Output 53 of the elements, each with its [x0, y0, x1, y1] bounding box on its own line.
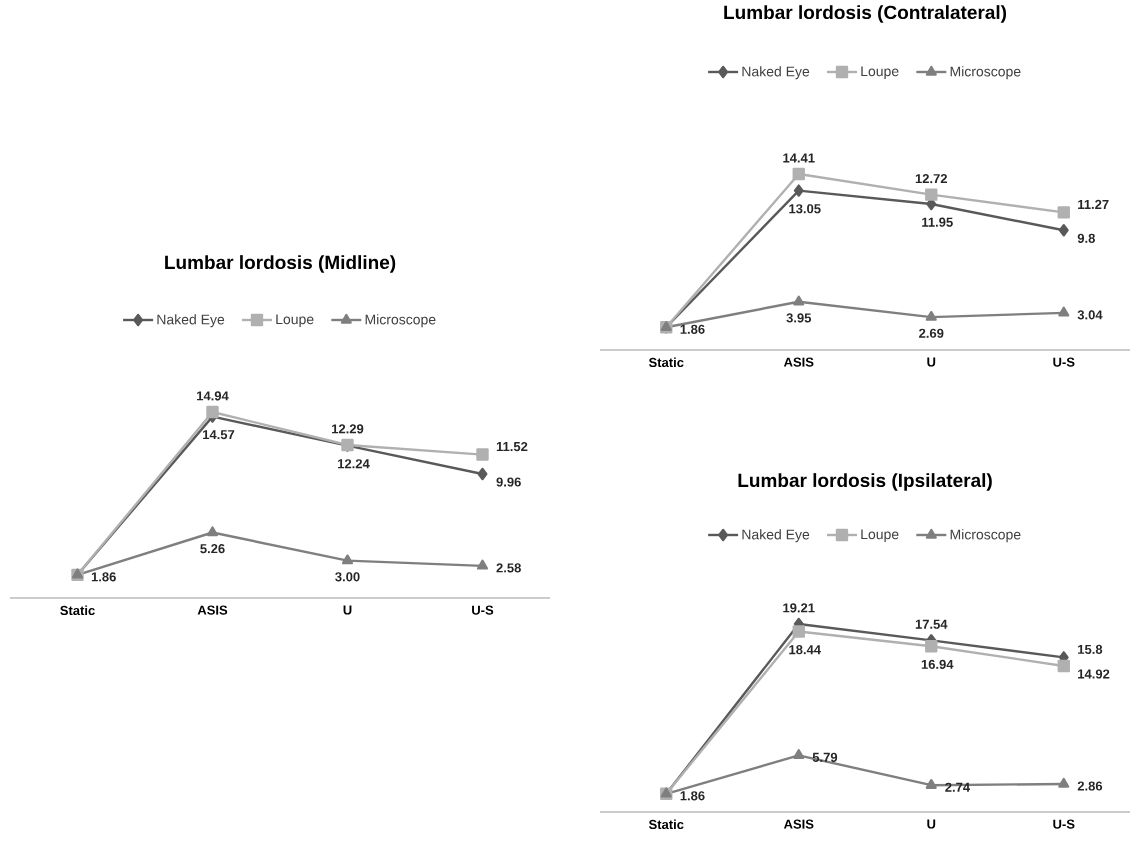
data-label: 11.27 — [1078, 199, 1109, 209]
data-label: 13.05 — [789, 204, 821, 214]
x-tick-label: U — [927, 819, 936, 829]
chart-title: Lumbar lordosis (Ipsilateral) — [738, 473, 992, 491]
data-label: 11.95 — [922, 217, 953, 227]
data-label: 9.96 — [496, 477, 521, 487]
x-tick-label: ASIS — [197, 605, 228, 615]
legend-label: Microscope — [950, 66, 1021, 80]
chart-title: Lumbar lordosis (Midline) — [165, 255, 396, 273]
x-tick-label: ASIS — [783, 357, 814, 367]
legend-label: Loupe — [861, 529, 899, 542]
data-label: 16.94 — [921, 659, 954, 669]
x-tick-label: Static — [648, 357, 684, 368]
x-tick-label: U-S — [1053, 819, 1075, 829]
data-label: 1.86 — [91, 572, 116, 582]
data-label: 18.44 — [789, 645, 821, 655]
x-tick-label: U — [927, 357, 936, 367]
data-label: 12.29 — [332, 424, 364, 434]
chart-title: Lumbar lordosis (Contralateral) — [724, 5, 1007, 23]
legend-label: Naked Eye — [742, 529, 810, 543]
data-label: 14.92 — [1078, 669, 1110, 679]
data-label: 15.8 — [1078, 644, 1103, 654]
data-label: 14.41 — [783, 153, 815, 163]
x-tick-label: U — [343, 605, 352, 615]
legend-label: Microscope — [950, 529, 1021, 543]
data-label: 9.8 — [1077, 233, 1095, 243]
data-label: 12.72 — [915, 174, 948, 184]
legend-label: Loupe — [861, 66, 899, 79]
legend-label: Naked Eye — [157, 314, 225, 328]
legend-label: Microscope — [365, 314, 436, 328]
data-label: 2.69 — [919, 328, 944, 338]
legend-label: Loupe — [276, 314, 314, 327]
data-label: 1.86 — [680, 791, 705, 801]
data-label: 14.57 — [203, 430, 235, 440]
legend-label: Naked Eye — [742, 66, 810, 80]
data-label: 3.04 — [1077, 310, 1103, 320]
data-label: 5.79 — [812, 752, 838, 762]
data-label: 3.95 — [786, 313, 812, 323]
data-label: 1.86 — [680, 324, 705, 334]
data-label: 19.21 — [783, 603, 815, 613]
x-tick-label: U-S — [1053, 357, 1075, 367]
data-label: 12.24 — [338, 459, 370, 469]
data-label: 14.94 — [197, 391, 229, 401]
data-label: 11.52 — [496, 441, 528, 452]
data-label: 3.00 — [335, 572, 360, 582]
data-label: 2.58 — [496, 563, 521, 573]
data-label: 5.26 — [200, 544, 225, 554]
x-tick-label: ASIS — [783, 819, 814, 829]
x-tick-label: Static — [60, 605, 95, 616]
x-tick-label: Static — [648, 819, 684, 830]
data-label: 2.86 — [1077, 781, 1103, 791]
x-tick-label: U-S — [472, 605, 494, 615]
data-label: 17.54 — [915, 619, 948, 629]
